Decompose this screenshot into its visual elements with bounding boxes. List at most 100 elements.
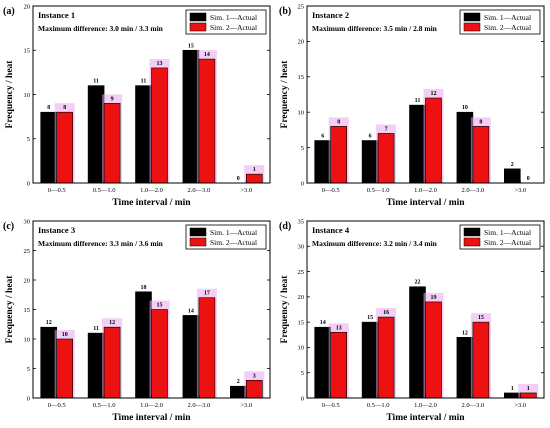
- chart-subtitle: Maximum difference: 3.2 min / 3.4 min: [312, 239, 438, 248]
- data-label: 6: [369, 134, 372, 140]
- x-tick-label: 0—0.5: [48, 402, 66, 409]
- x-tick-label: 1.0—2.0: [140, 402, 163, 409]
- bar-sim1: [40, 111, 58, 184]
- bar-sim2: [377, 133, 395, 184]
- data-label: 11: [93, 326, 99, 332]
- y-axis-title: Frequency / heat: [5, 60, 15, 129]
- data-label: 9: [111, 96, 114, 102]
- y-tick-label: 10: [24, 92, 31, 99]
- legend-label: Sim. 2—Actual: [210, 238, 257, 247]
- y-tick-label: 15: [24, 48, 31, 55]
- data-label: 11: [93, 79, 99, 85]
- data-label: 10: [62, 332, 68, 338]
- bar-sim2: [425, 97, 442, 184]
- bar-sim1: [182, 49, 200, 184]
- x-axis-title: Time interval / min: [112, 413, 191, 423]
- data-label: 1: [511, 386, 514, 392]
- bar-sim2: [151, 67, 168, 184]
- bar-sim1: [314, 140, 332, 184]
- x-tick-label: 1.0—2.0: [414, 402, 437, 409]
- y-tick-label: 15: [24, 307, 31, 314]
- data-label: 0: [527, 176, 530, 182]
- bar-sim2: [425, 301, 442, 399]
- data-label: 12: [431, 91, 437, 97]
- data-label: 22: [415, 280, 421, 286]
- bar-sim2: [472, 321, 490, 399]
- bar-sim2: [56, 338, 74, 399]
- bar-sim2: [519, 392, 537, 399]
- x-tick-label: 0.5—1.0: [93, 402, 116, 409]
- y-tick-label: 5: [27, 136, 30, 143]
- bar-sim1: [182, 315, 200, 399]
- bar-sim1: [409, 286, 426, 399]
- bar-sim2: [198, 58, 216, 184]
- legend-swatch-sim2: [463, 237, 481, 247]
- plot-frame: [306, 220, 545, 399]
- data-label: 14: [204, 52, 210, 58]
- legend-label: Sim. 1—Actual: [484, 13, 531, 22]
- x-tick-label: >3.0: [240, 187, 252, 194]
- chart-panel-4: (d) 0 5 10 15 20 25 30 35 14 13 0—0.5 15 16 0.5—1.0 22 1…: [279, 218, 545, 423]
- bar-sim1: [135, 85, 152, 184]
- bar-sim2: [246, 379, 263, 399]
- x-axis-title: Time interval / min: [386, 198, 465, 208]
- bar-sim2: [198, 297, 216, 399]
- y-tick-label: 0: [301, 180, 304, 187]
- y-tick-label: 10: [24, 336, 31, 343]
- data-label: 14: [320, 320, 326, 326]
- legend-swatch-sim1: [463, 12, 481, 22]
- data-label: 12: [462, 330, 468, 336]
- y-tick-label: 5: [301, 370, 304, 377]
- data-label: 16: [383, 310, 389, 316]
- data-label: 18: [141, 285, 147, 291]
- bar-sim2: [151, 309, 168, 399]
- data-label: 15: [367, 315, 373, 321]
- y-tick-label: 10: [298, 345, 305, 352]
- data-label: 3: [253, 373, 256, 379]
- data-label: 11: [415, 98, 421, 104]
- legend-label: Sim. 1—Actual: [210, 228, 257, 237]
- x-tick-label: 0—0.5: [48, 187, 66, 194]
- x-tick-label: 0—0.5: [322, 187, 340, 194]
- bar-sim1: [503, 168, 521, 184]
- bar-sim1: [135, 291, 152, 399]
- panel-letter: (a): [3, 6, 15, 17]
- chart-title: Instance 1: [38, 10, 75, 20]
- bar-sim1: [361, 140, 379, 184]
- chart-title: Instance 3: [38, 225, 75, 235]
- y-tick-label: 20: [24, 3, 31, 10]
- plot-frame: [32, 220, 271, 399]
- y-tick-label: 0: [27, 180, 30, 187]
- data-label: 1: [253, 167, 256, 173]
- legend-swatch-sim1: [189, 227, 207, 237]
- legend-label: Sim. 2—Actual: [210, 23, 257, 32]
- panel-letter: (b): [279, 6, 291, 17]
- y-tick-label: 0: [301, 395, 304, 402]
- data-label: 15: [157, 303, 163, 309]
- bar-sim1: [409, 104, 426, 184]
- bar-sim1: [361, 321, 379, 399]
- bar-sim2: [103, 103, 121, 184]
- x-tick-label: 0—0.5: [322, 402, 340, 409]
- x-tick-label: 1.0—2.0: [140, 187, 163, 194]
- data-label: 13: [157, 61, 163, 67]
- x-tick-label: 1.0—2.0: [414, 187, 437, 194]
- data-label: 11: [141, 79, 147, 85]
- bar-sim1: [503, 392, 521, 399]
- x-tick-label: >3.0: [514, 187, 526, 194]
- plot-frame: [32, 5, 271, 184]
- x-tick-label: 0.5—1.0: [367, 187, 390, 194]
- legend-swatch-sim2: [189, 22, 207, 32]
- bar-sim2: [56, 111, 74, 184]
- legend-swatch-sim2: [189, 237, 207, 247]
- bar-sim1: [87, 85, 105, 184]
- y-tick-label: 30: [298, 244, 305, 251]
- chart-title: Instance 2: [312, 10, 349, 20]
- bar-sim2: [103, 326, 121, 399]
- y-tick-label: 5: [301, 145, 304, 152]
- x-tick-label: 2.0—3.0: [462, 402, 485, 409]
